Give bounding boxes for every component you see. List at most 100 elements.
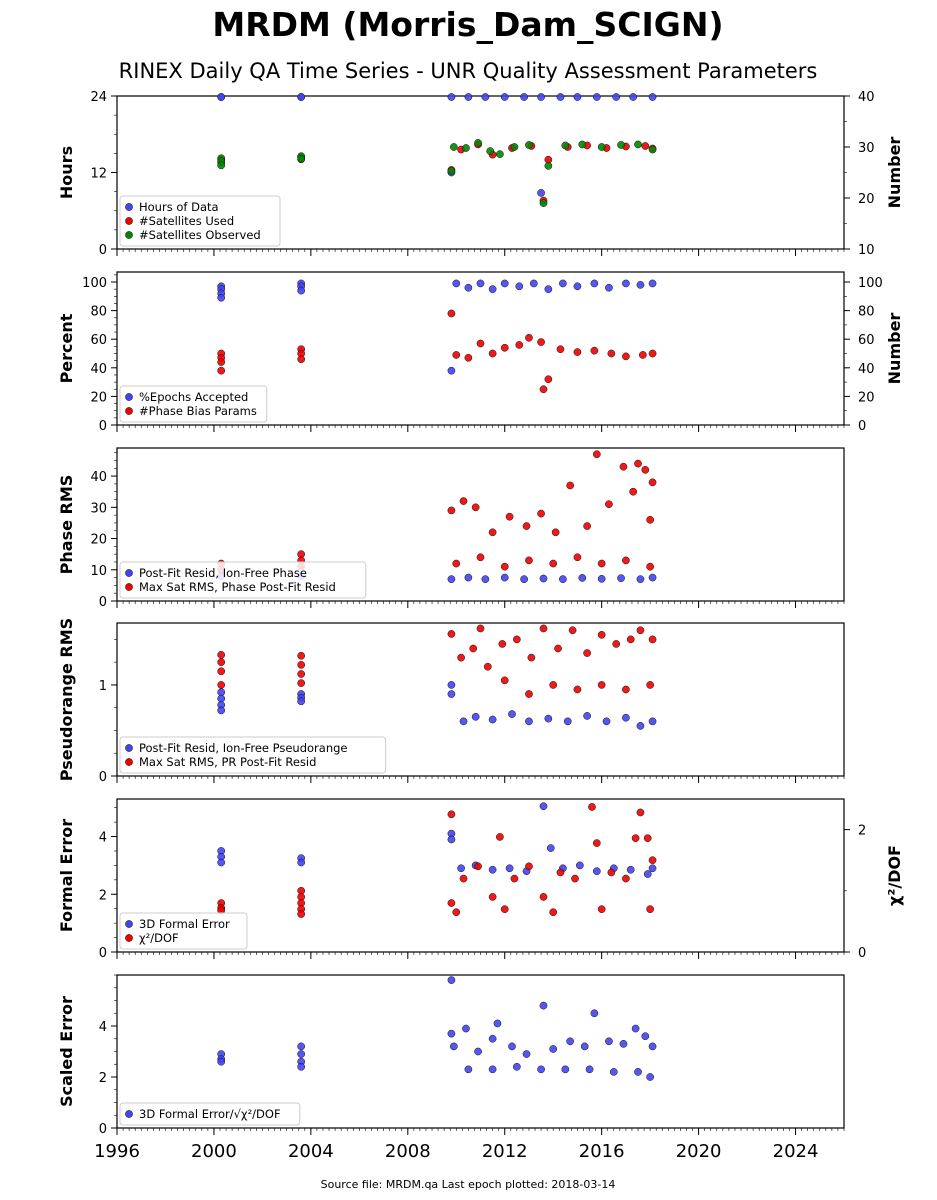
data-point xyxy=(583,712,591,720)
data-point xyxy=(498,640,507,648)
data-point xyxy=(619,1040,628,1048)
data-point xyxy=(566,1037,575,1046)
x-tick-label: 2000 xyxy=(191,1141,237,1162)
data-point xyxy=(500,93,509,101)
y-tick-label: 2 xyxy=(99,888,107,903)
data-point xyxy=(634,459,642,468)
data-point xyxy=(539,893,548,901)
data-point xyxy=(648,279,657,288)
y2-axis-label: χ²/DOF xyxy=(885,845,904,906)
data-point xyxy=(578,574,587,582)
data-point xyxy=(544,714,553,723)
series-2 xyxy=(217,803,657,918)
data-point xyxy=(648,864,657,873)
data-point xyxy=(500,676,509,685)
legend-marker xyxy=(125,569,133,577)
data-point xyxy=(452,908,461,917)
data-point xyxy=(488,285,497,294)
data-point xyxy=(449,143,458,151)
data-point xyxy=(549,681,558,689)
data-point xyxy=(580,1042,589,1051)
y2-tick-label: 40 xyxy=(858,362,875,377)
y2-tick-label: 30 xyxy=(858,141,875,156)
y-tick-label: 0 xyxy=(99,946,107,961)
legend: %Epochs Accepted#Phase Bias Params xyxy=(119,385,268,423)
series-2 xyxy=(217,309,657,394)
y-axis-label: Formal Error xyxy=(57,819,76,932)
data-point xyxy=(515,282,524,291)
y-tick-label: 0 xyxy=(99,595,107,610)
data-point xyxy=(217,366,226,375)
data-point xyxy=(551,528,560,537)
data-point xyxy=(544,162,553,170)
data-point xyxy=(488,893,497,901)
series-1 xyxy=(217,802,657,878)
data-point xyxy=(525,862,533,871)
figure-title: MRDM (Morris_Dam_SCIGN) xyxy=(212,5,723,44)
data-point xyxy=(641,466,650,474)
y-axis-label: Hours xyxy=(57,146,76,199)
data-point xyxy=(525,556,533,565)
data-point xyxy=(571,874,579,883)
y-tick-label: 20 xyxy=(90,390,107,405)
y2-tick-label: 0 xyxy=(858,419,866,434)
data-point xyxy=(481,575,490,583)
data-point xyxy=(626,635,635,644)
data-point xyxy=(217,858,226,867)
data-point xyxy=(617,574,625,583)
legend: 3D Formal Error/√χ²/DOF xyxy=(119,1102,301,1126)
data-point xyxy=(464,353,473,362)
y-tick-label: 0 xyxy=(99,243,107,258)
data-point xyxy=(537,338,545,346)
data-point xyxy=(568,626,577,635)
data-point xyxy=(539,199,548,207)
data-point xyxy=(583,649,591,657)
y2-axis-label: Number xyxy=(885,137,904,209)
data-point xyxy=(592,839,601,847)
data-point xyxy=(525,333,533,342)
data-point xyxy=(537,189,545,197)
data-point xyxy=(474,862,482,871)
data-point xyxy=(641,1032,650,1041)
figure-subtitle: RINEX Daily QA Time Series - UNR Quality… xyxy=(119,59,818,83)
data-point xyxy=(539,385,548,394)
data-point xyxy=(500,562,509,571)
data-point xyxy=(447,976,456,984)
data-point xyxy=(464,573,473,582)
data-point xyxy=(464,283,473,292)
data-point xyxy=(476,279,485,288)
data-point xyxy=(474,1047,482,1056)
y2-tick-label: 60 xyxy=(858,333,875,348)
data-point xyxy=(500,905,509,914)
series-3 xyxy=(217,139,657,207)
data-point xyxy=(546,844,555,852)
data-point xyxy=(556,868,565,877)
data-point xyxy=(629,93,638,101)
data-point xyxy=(217,667,226,676)
data-point xyxy=(520,575,528,583)
data-point xyxy=(500,343,509,352)
y-tick-label: 1 xyxy=(99,679,107,694)
data-point xyxy=(544,375,553,384)
data-point xyxy=(217,706,226,715)
data-point xyxy=(488,1065,497,1074)
data-point xyxy=(592,93,601,101)
data-point xyxy=(539,802,548,811)
data-point xyxy=(602,717,611,726)
data-point xyxy=(636,808,645,817)
y-tick-label: 100 xyxy=(82,276,107,291)
data-point xyxy=(459,874,468,883)
data-point xyxy=(597,143,606,151)
data-point xyxy=(634,140,642,149)
data-point xyxy=(217,93,226,101)
data-point xyxy=(493,1019,502,1028)
data-point xyxy=(488,1034,497,1043)
data-point xyxy=(297,661,306,669)
data-point xyxy=(605,500,613,509)
y-tick-label: 60 xyxy=(90,333,107,348)
data-point xyxy=(500,279,509,288)
y2-tick-label: 2 xyxy=(858,824,866,839)
data-point xyxy=(217,1057,226,1066)
legend-label: Hours of Data xyxy=(139,200,219,214)
